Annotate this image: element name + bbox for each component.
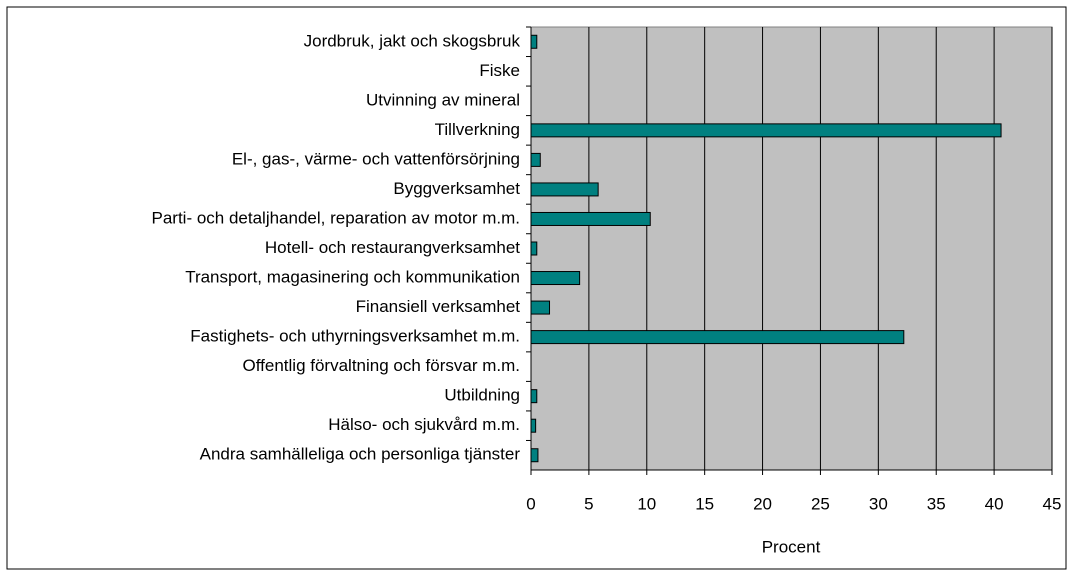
y-tick-label: Andra samhälleliga och personliga tjänst…: [200, 445, 521, 464]
bar: [530, 34, 538, 49]
bar: [530, 448, 539, 463]
y-tick-label: El-, gas-, värme- och vattenförsörjning: [232, 149, 520, 168]
y-tick-label: Utvinning av mineral: [366, 90, 520, 109]
y-tick-label: Byggverksamhet: [393, 179, 520, 198]
x-tick-label: 35: [927, 494, 946, 513]
bar: [530, 300, 551, 315]
bar: [530, 211, 651, 226]
y-tick-label: Finansiell verksamhet: [356, 297, 521, 316]
x-tick-label: 25: [811, 494, 830, 513]
bar: [530, 182, 599, 197]
y-tick-label: Offentlig förvaltning och försvar m.m.: [243, 356, 520, 375]
x-tick-label: 5: [584, 494, 593, 513]
y-tick-label: Fastighets- och uthyrningsverksamhet m.m…: [190, 327, 520, 346]
y-tick-label: Hotell- och restaurangverksamhet: [265, 238, 520, 257]
plot-area: [530, 26, 1053, 471]
y-tick-label: Fiske: [479, 61, 520, 80]
x-tick-label: 30: [869, 494, 888, 513]
bar: [530, 418, 537, 433]
x-axis-label: Procent: [762, 537, 821, 556]
x-tick-label: 0: [526, 494, 535, 513]
bar: [530, 152, 541, 167]
y-tick-label: Transport, magasinering och kommunikatio…: [185, 268, 520, 287]
y-tick-label: Tillverkning: [435, 120, 520, 139]
bar: [530, 271, 581, 286]
y-tick-label: Utbildning: [444, 386, 520, 405]
x-tick-label: 10: [637, 494, 656, 513]
x-tick-label: 20: [753, 494, 772, 513]
x-tick-label: 45: [1043, 494, 1062, 513]
bar: [530, 330, 905, 345]
y-tick-label: Hälso- och sjukvård m.m.: [328, 415, 520, 434]
y-tick-label: Parti- och detaljhandel, reparation av m…: [151, 208, 520, 227]
bar: [530, 123, 1002, 138]
y-tick-label: Jordbruk, jakt och skogsbruk: [304, 31, 521, 50]
bar: [530, 389, 538, 404]
bar: [530, 241, 538, 256]
x-tick-label: 15: [695, 494, 714, 513]
x-tick-label: 40: [985, 494, 1004, 513]
